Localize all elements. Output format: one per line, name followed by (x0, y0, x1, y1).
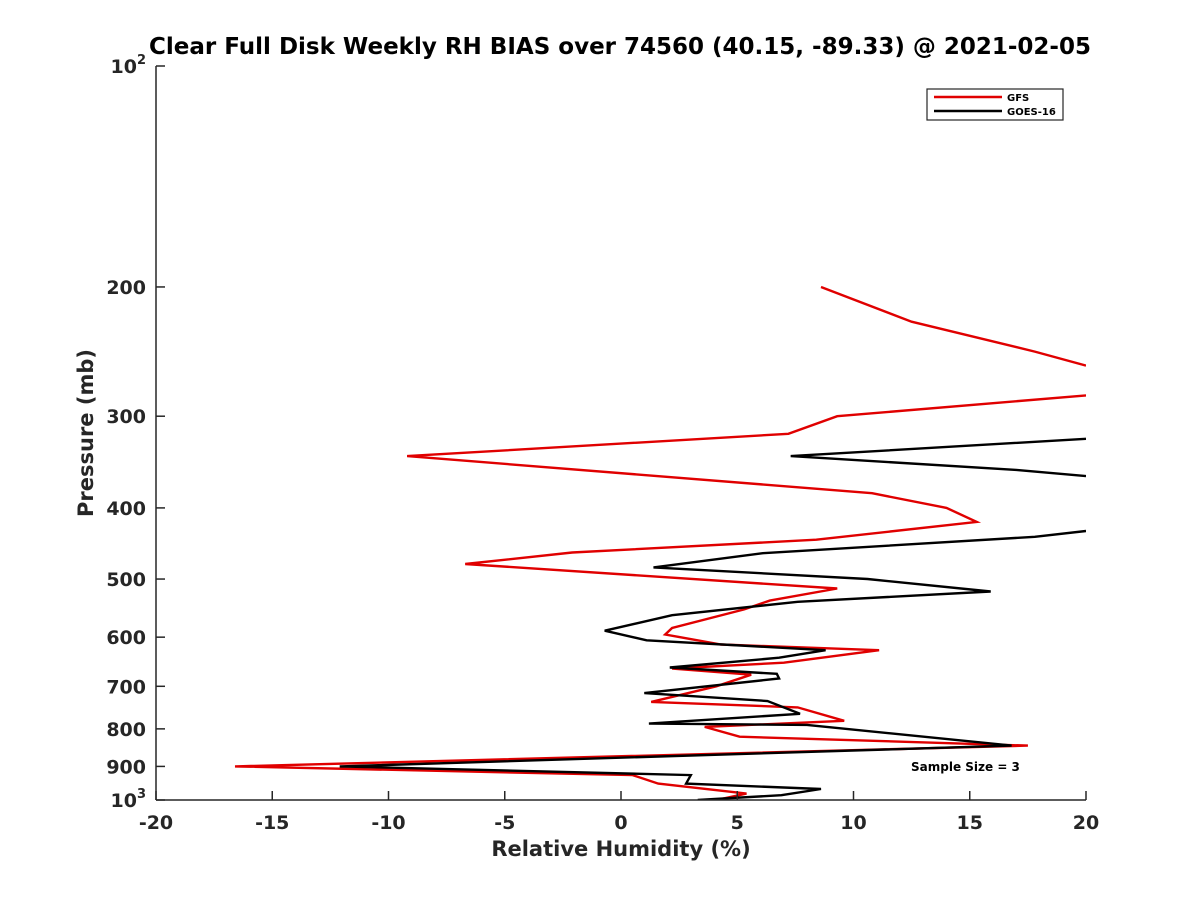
x-tick-label: 10 (840, 812, 866, 834)
x-tick-label: 15 (957, 812, 983, 834)
x-tick-label: -5 (494, 812, 515, 834)
x-tick-label: -10 (371, 812, 405, 834)
sample-size-annotation: Sample Size = 3 (911, 760, 1020, 774)
series-line-gfs (234, 285, 1086, 800)
legend: GFS GOES-16 (926, 88, 1064, 121)
y-tick-label: 500 (106, 569, 146, 591)
x-tick-label: 5 (731, 812, 744, 834)
y-tick-label: 400 (106, 498, 146, 520)
y-ticks: 102 200 300 400 500 600 700 800 900 103 (106, 53, 165, 812)
x-tick-label: -20 (139, 812, 173, 834)
x-axis-label: Relative Humidity (%) (491, 837, 750, 861)
legend-label-gfs: GFS (1007, 93, 1029, 104)
y-tick-label: 200 (106, 277, 146, 299)
plot-lines (234, 285, 1086, 800)
x-ticks: -20 -15 -10 -5 0 5 10 15 20 (139, 791, 1099, 834)
y-tick-label: 600 (106, 627, 146, 649)
chart-title: Clear Full Disk Weekly RH BIAS over 7456… (149, 34, 1091, 60)
y-tick-label: 300 (106, 406, 146, 428)
y-tick-label: 103 (111, 787, 147, 812)
y-tick-label: 700 (106, 676, 146, 698)
x-tick-label: 20 (1073, 812, 1099, 834)
legend-label-goes16: GOES-16 (1007, 107, 1056, 118)
y-tick-label: 900 (106, 756, 146, 778)
plot-axes (155, 66, 1086, 801)
y-tick-label: 102 (111, 53, 147, 78)
x-tick-label: -15 (255, 812, 289, 834)
x-tick-label: 0 (614, 812, 627, 834)
legend-box (926, 88, 1064, 121)
series-line-goes16 (339, 437, 1086, 800)
y-axis-label: Pressure (mb) (74, 349, 98, 517)
y-tick-label: 800 (106, 719, 146, 741)
